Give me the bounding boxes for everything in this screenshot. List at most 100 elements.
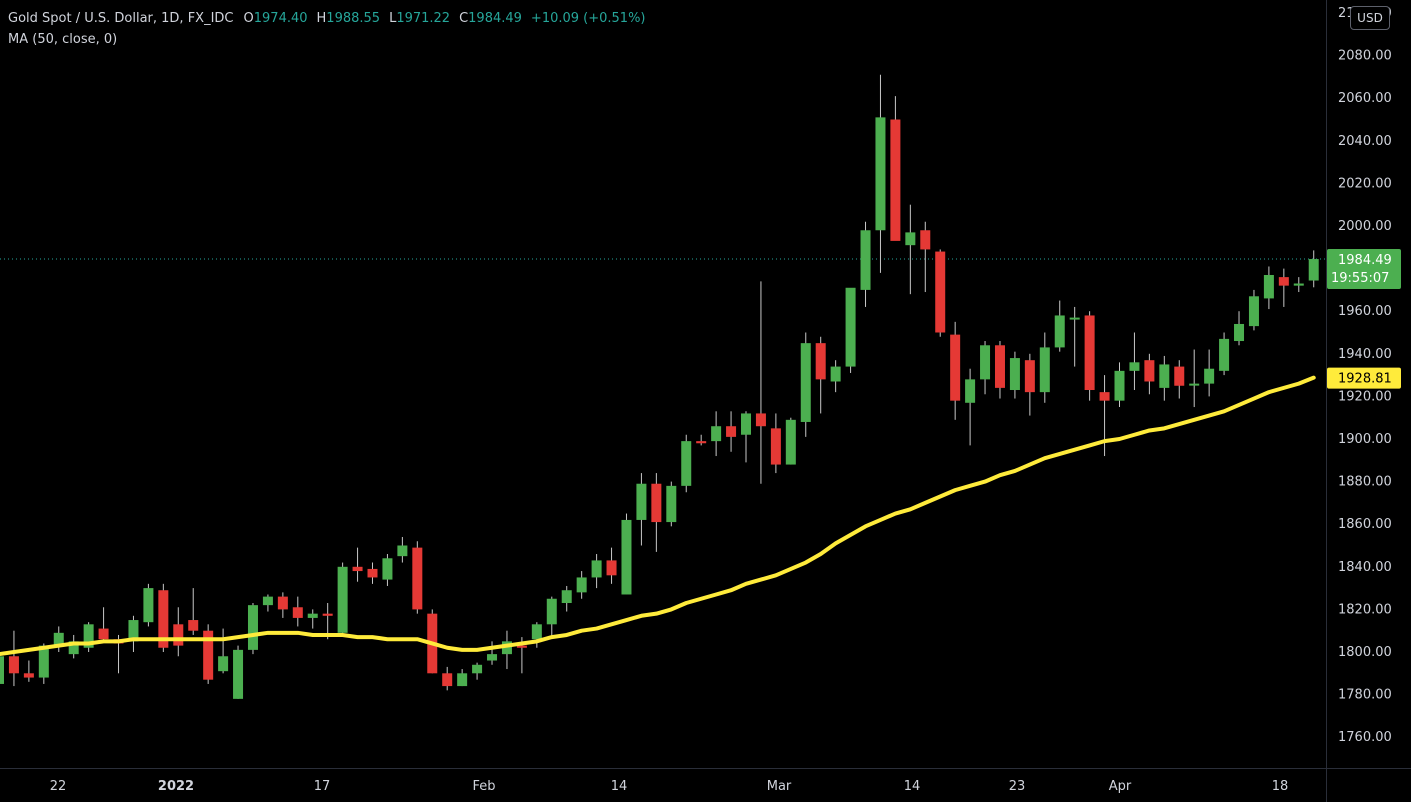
low-value: 1971.22: [396, 11, 451, 26]
candle-body[interactable]: [681, 441, 692, 486]
candle-body[interactable]: [1308, 259, 1319, 281]
candle-body[interactable]: [1263, 274, 1274, 299]
candle-body[interactable]: [1234, 323, 1245, 342]
y-tick-label: 2080.00: [1338, 49, 1392, 64]
candle-body[interactable]: [8, 656, 19, 674]
candle-body[interactable]: [0, 656, 4, 684]
candle-body[interactable]: [935, 251, 946, 333]
candle-body[interactable]: [1054, 315, 1065, 348]
candle-body[interactable]: [770, 428, 781, 465]
last-price-badge-bg: [1327, 249, 1401, 290]
candle-body[interactable]: [561, 590, 572, 604]
candle-body[interactable]: [994, 345, 1005, 388]
candle-body[interactable]: [382, 558, 393, 580]
candle-body[interactable]: [1039, 347, 1050, 393]
candle-body[interactable]: [397, 545, 408, 557]
candle-body[interactable]: [905, 232, 916, 246]
candle-body[interactable]: [950, 334, 961, 401]
candle-body[interactable]: [711, 426, 722, 442]
candle-body[interactable]: [1189, 383, 1200, 386]
candle-body[interactable]: [98, 628, 109, 640]
candle-body[interactable]: [23, 673, 34, 678]
candle-body[interactable]: [576, 577, 587, 593]
candle-body[interactable]: [1278, 277, 1289, 286]
candle-body[interactable]: [1248, 296, 1259, 327]
candle-body[interactable]: [755, 413, 766, 427]
symbol-title[interactable]: Gold Spot / U.S. Dollar, 1D, FX_IDC: [8, 11, 234, 26]
candle-body[interactable]: [457, 673, 468, 687]
candle-body[interactable]: [1293, 283, 1304, 286]
candle-body[interactable]: [233, 649, 244, 699]
candle-body[interactable]: [875, 117, 886, 231]
candle-body[interactable]: [516, 645, 527, 648]
candle-body[interactable]: [472, 664, 483, 674]
candle-body[interactable]: [860, 230, 871, 290]
candle-body[interactable]: [1174, 366, 1185, 386]
candle-body[interactable]: [487, 654, 498, 661]
candle-body[interactable]: [412, 547, 423, 610]
candle-body[interactable]: [606, 560, 617, 576]
candle-body[interactable]: [83, 624, 94, 648]
candle-body[interactable]: [1024, 360, 1035, 393]
plot-area[interactable]: [0, 74, 1326, 705]
candle-body[interactable]: [741, 413, 751, 435]
candle-body[interactable]: [68, 641, 79, 655]
candle-body[interactable]: [501, 641, 512, 655]
y-tick-label: 1900.00: [1338, 432, 1392, 447]
candle-body[interactable]: [980, 345, 991, 380]
candle-body[interactable]: [621, 519, 632, 595]
candle-body[interactable]: [247, 605, 258, 650]
candle-body[interactable]: [188, 620, 199, 631]
candle-body[interactable]: [143, 588, 154, 623]
candle-body[interactable]: [337, 566, 348, 633]
candle-body[interactable]: [262, 596, 273, 606]
candle-body[interactable]: [1009, 358, 1020, 391]
candle-body[interactable]: [815, 343, 826, 380]
candle-body[interactable]: [1099, 392, 1110, 401]
candle-body[interactable]: [158, 590, 169, 648]
candle-body[interactable]: [1144, 360, 1155, 382]
candle-body[interactable]: [1084, 315, 1095, 391]
candle-body[interactable]: [352, 566, 363, 572]
currency-button[interactable]: USD: [1350, 6, 1390, 30]
candle-body[interactable]: [845, 287, 856, 367]
candle-body[interactable]: [1159, 364, 1170, 388]
candle-body[interactable]: [307, 613, 318, 618]
candle-body[interactable]: [322, 613, 333, 616]
candle-body[interactable]: [292, 607, 303, 618]
candle-body[interactable]: [920, 230, 931, 250]
candle-body[interactable]: [53, 632, 64, 646]
candle-body[interactable]: [546, 598, 557, 625]
candle-body[interactable]: [890, 119, 901, 241]
candle-body[interactable]: [38, 645, 49, 678]
candle-body[interactable]: [800, 343, 811, 422]
indicator-label[interactable]: MA (50, close, 0): [8, 32, 118, 47]
candle-body[interactable]: [173, 624, 184, 646]
candle-body[interactable]: [1204, 368, 1215, 384]
candle-body[interactable]: [591, 560, 602, 578]
candle-body[interactable]: [726, 426, 737, 437]
candle-body[interactable]: [128, 620, 139, 642]
candle-body[interactable]: [367, 568, 378, 578]
candle-body[interactable]: [965, 379, 976, 403]
candle-body[interactable]: [696, 441, 707, 444]
candle-body[interactable]: [531, 624, 542, 640]
candle-body[interactable]: [636, 483, 647, 520]
ma-line[interactable]: [0, 375, 1316, 657]
candle-body[interactable]: [785, 419, 796, 465]
y-tick-label: 2060.00: [1338, 91, 1392, 106]
candle-body[interactable]: [1069, 317, 1080, 320]
candle-body[interactable]: [442, 673, 453, 687]
candle-body[interactable]: [666, 485, 677, 523]
candle-body[interactable]: [1219, 338, 1230, 371]
candle-body[interactable]: [830, 366, 841, 382]
ma-value: 1928.81: [1338, 372, 1392, 387]
candle-body[interactable]: [1129, 362, 1140, 371]
candle-body[interactable]: [277, 596, 288, 610]
candle-body[interactable]: [203, 630, 214, 680]
candle-body[interactable]: [651, 483, 662, 523]
candle-body[interactable]: [1114, 370, 1125, 401]
x-tick-label: Mar: [767, 779, 792, 794]
candle-body[interactable]: [218, 656, 229, 672]
